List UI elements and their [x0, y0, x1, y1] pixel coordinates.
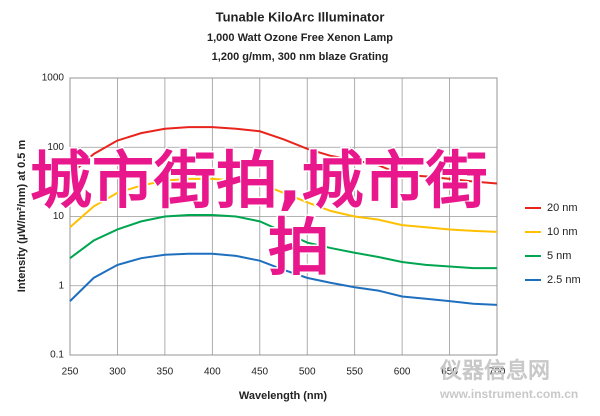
x-tick-label: 250 [62, 367, 79, 378]
x-tick-label: 350 [157, 367, 174, 378]
y-tick-label: 10 [53, 211, 65, 222]
x-tick-label: 400 [204, 367, 221, 378]
y-tick-label: 1000 [42, 73, 65, 84]
legend-label: 2.5 nm [547, 274, 581, 286]
y-tick-label: 0.1 [50, 350, 64, 361]
x-tick-label: 600 [394, 367, 411, 378]
legend-label: 20 nm [547, 202, 578, 214]
x-tick-label: 500 [299, 367, 316, 378]
watermark: www.instrument.com.cn [439, 387, 578, 401]
overlay-text: 城市街拍,城市街 [30, 144, 488, 217]
x-tick-label: 550 [346, 367, 363, 378]
y-axis-title: Intensity (µW/m²/nm) at 0.5 m [16, 140, 28, 293]
x-tick-label: 300 [109, 367, 126, 378]
y-tick-label: 1 [58, 280, 64, 291]
chart-subtitle: 1,200 g/mm, 300 nm blaze Grating [212, 51, 389, 63]
series-line [69, 177, 498, 233]
legend-label: 10 nm [547, 226, 578, 238]
x-tick-label: 700 [489, 367, 506, 378]
series-line [69, 252, 498, 306]
x-tick-label: 450 [251, 367, 268, 378]
series-line [69, 214, 497, 270]
x-tick-label: 650 [441, 367, 458, 378]
legend-label: 5 nm [547, 250, 571, 262]
y-tick-label: 100 [47, 142, 64, 153]
series-line [69, 126, 498, 185]
chart-subtitle: 1,000 Watt Ozone Free Xenon Lamp [207, 32, 393, 44]
watermark: 仪器信息网 [439, 358, 550, 383]
chart-title: Tunable KiloArc Illuminator [216, 9, 385, 24]
plot-area: 0.1 1 10 100 1000 250 300 350 400 450 500 550 600 650… [42, 73, 506, 378]
x-axis-title: Wavelength (nm) [239, 390, 328, 402]
overlay-text: 拍 [268, 211, 330, 284]
